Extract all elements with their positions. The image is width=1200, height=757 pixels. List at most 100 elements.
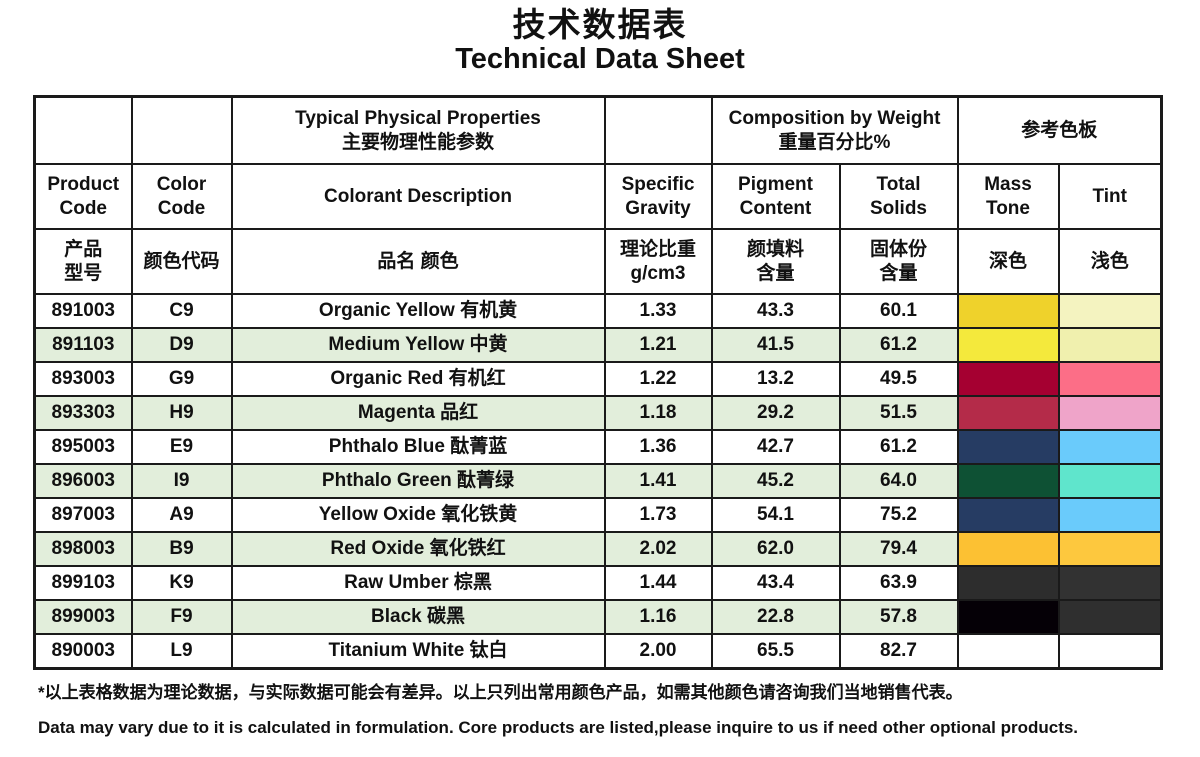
specific-gravity-cell: 1.16 [603, 599, 713, 636]
mass-tone-swatch [956, 395, 1060, 432]
col-header-tint: Tint [1057, 163, 1163, 231]
group-header-row: Typical Physical Properties 主要物理性能参数 Com… [33, 95, 1163, 166]
mass-tone-swatch [956, 463, 1060, 500]
product-code-cell: 896003 [33, 463, 133, 500]
specific-gravity-cell: 1.22 [603, 361, 713, 398]
total-solids-cell: 82.7 [838, 633, 959, 670]
description-cell: Titanium White 钛白 [230, 633, 606, 670]
color-code-cell: G9 [130, 361, 233, 398]
product-code-cell: 891003 [33, 293, 133, 330]
total-solids-cell: 63.9 [838, 565, 959, 602]
col-header-text: Content [739, 197, 812, 219]
product-code-cell: 899103 [33, 565, 133, 602]
product-code-cell: 893303 [33, 395, 133, 432]
col-header-text: Solids [869, 197, 927, 219]
tint-swatch [1057, 497, 1163, 534]
tint-swatch [1057, 633, 1163, 670]
table-row: 890003 L9 Titanium White 钛白 2.00 65.5 82… [33, 633, 1163, 670]
col-header-text: g/cm3 [630, 262, 686, 284]
mass-tone-swatch [956, 429, 1060, 466]
col-header-text: Tone [986, 197, 1030, 219]
empty-cell [33, 95, 133, 166]
col-header-text: 产品 [64, 239, 103, 261]
color-code-cell: L9 [130, 633, 233, 670]
table-row: 891003 C9 Organic Yellow 有机黄 1.33 43.3 6… [33, 293, 1163, 330]
specific-gravity-cell: 1.18 [603, 395, 713, 432]
pigment-content-cell: 45.2 [710, 463, 841, 500]
total-solids-cell: 75.2 [838, 497, 959, 534]
description-cell: Phthalo Green 酞菁绿 [230, 463, 606, 500]
col-header-specific-gravity: Specific Gravity [603, 163, 713, 231]
color-code-cell: K9 [130, 565, 233, 602]
table-row: 899003 F9 Black 碳黑 1.16 22.8 57.8 [33, 599, 1163, 636]
color-code-cell: I9 [130, 463, 233, 500]
product-code-cell: 897003 [33, 497, 133, 534]
column-header-row-en: Product Code Color Code Colorant Descrip… [33, 163, 1163, 231]
col-header-product-code: Product Code [33, 163, 133, 231]
col-header-tint-zh: 浅色 [1057, 228, 1163, 296]
product-code-cell: 890003 [33, 633, 133, 670]
col-header-color-code: Color Code [130, 163, 233, 231]
mass-tone-swatch [956, 293, 1060, 330]
mass-tone-swatch [956, 497, 1060, 534]
col-header-mass-tone-zh: 深色 [956, 228, 1060, 296]
specific-gravity-cell: 1.33 [603, 293, 713, 330]
group-header-reference: 参考色板 [956, 95, 1163, 166]
group-header-composition: Composition by Weight 重量百分比% [710, 95, 959, 166]
color-code-cell: F9 [130, 599, 233, 636]
tint-swatch [1057, 531, 1163, 568]
col-header-pigment-content-zh: 颜填料 含量 [710, 228, 841, 296]
total-solids-cell: 60.1 [838, 293, 959, 330]
pigment-content-cell: 29.2 [710, 395, 841, 432]
pigment-content-cell: 43.4 [710, 565, 841, 602]
total-solids-cell: 51.5 [838, 395, 959, 432]
technical-data-table: Typical Physical Properties 主要物理性能参数 Com… [33, 94, 1164, 670]
group-header-typical: Typical Physical Properties 主要物理性能参数 [230, 95, 606, 166]
table-row: 896003 I9 Phthalo Green 酞菁绿 1.41 45.2 64… [33, 463, 1163, 500]
col-header-text: Pigment [738, 174, 813, 196]
table-row: 895003 E9 Phthalo Blue 酞菁蓝 1.36 42.7 61.… [33, 429, 1163, 466]
col-header-description-zh: 品名 颜色 [230, 228, 606, 296]
tint-swatch [1057, 599, 1163, 636]
pigment-content-cell: 41.5 [710, 327, 841, 364]
tint-swatch [1057, 429, 1163, 466]
col-header-text: Code [157, 197, 206, 219]
specific-gravity-cell: 1.41 [603, 463, 713, 500]
col-header-text: Total [876, 174, 921, 196]
color-code-cell: D9 [130, 327, 233, 364]
page-title-en: Technical Data Sheet [455, 42, 745, 75]
total-solids-cell: 61.2 [838, 327, 959, 364]
table-row: 893003 G9 Organic Red 有机红 1.22 13.2 49.5 [33, 361, 1163, 398]
pigment-content-cell: 22.8 [710, 599, 841, 636]
tint-swatch [1057, 565, 1163, 602]
col-header-text: 固体份 [869, 239, 927, 261]
table-row: 893303 H9 Magenta 品红 1.18 29.2 51.5 [33, 395, 1163, 432]
col-header-text: 含量 [756, 262, 795, 284]
col-header-text: Color [156, 174, 207, 196]
page-title-zh: 技术数据表 [512, 6, 688, 43]
tint-swatch [1057, 327, 1163, 364]
col-header-pigment-content: Pigment Content [710, 163, 841, 231]
tint-swatch [1057, 463, 1163, 500]
table-row: 891103 D9 Medium Yellow 中黄 1.21 41.5 61.… [33, 327, 1163, 364]
footnote-en: Data may vary due to it is calculated in… [38, 718, 1079, 738]
tint-swatch [1057, 361, 1163, 398]
description-cell: Organic Yellow 有机黄 [230, 293, 606, 330]
mass-tone-swatch [956, 599, 1060, 636]
mass-tone-swatch [956, 327, 1060, 364]
group-header-reference-zh: 参考色板 [1021, 119, 1098, 141]
total-solids-cell: 79.4 [838, 531, 959, 568]
pigment-content-cell: 13.2 [710, 361, 841, 398]
total-solids-cell: 57.8 [838, 599, 959, 636]
specific-gravity-cell: 1.21 [603, 327, 713, 364]
col-header-text: Code [59, 197, 108, 219]
product-code-cell: 893003 [33, 361, 133, 398]
pigment-content-cell: 65.5 [710, 633, 841, 670]
tint-swatch [1057, 395, 1163, 432]
total-solids-cell: 64.0 [838, 463, 959, 500]
description-cell: Medium Yellow 中黄 [230, 327, 606, 364]
color-code-cell: E9 [130, 429, 233, 466]
col-header-product-code-zh: 产品 型号 [33, 228, 133, 296]
pigment-content-cell: 43.3 [710, 293, 841, 330]
footnotes: *以上表格数据为理论数据，与实际数据可能会有差异。以上只列出常用颜色产品，如需其… [38, 683, 1200, 739]
